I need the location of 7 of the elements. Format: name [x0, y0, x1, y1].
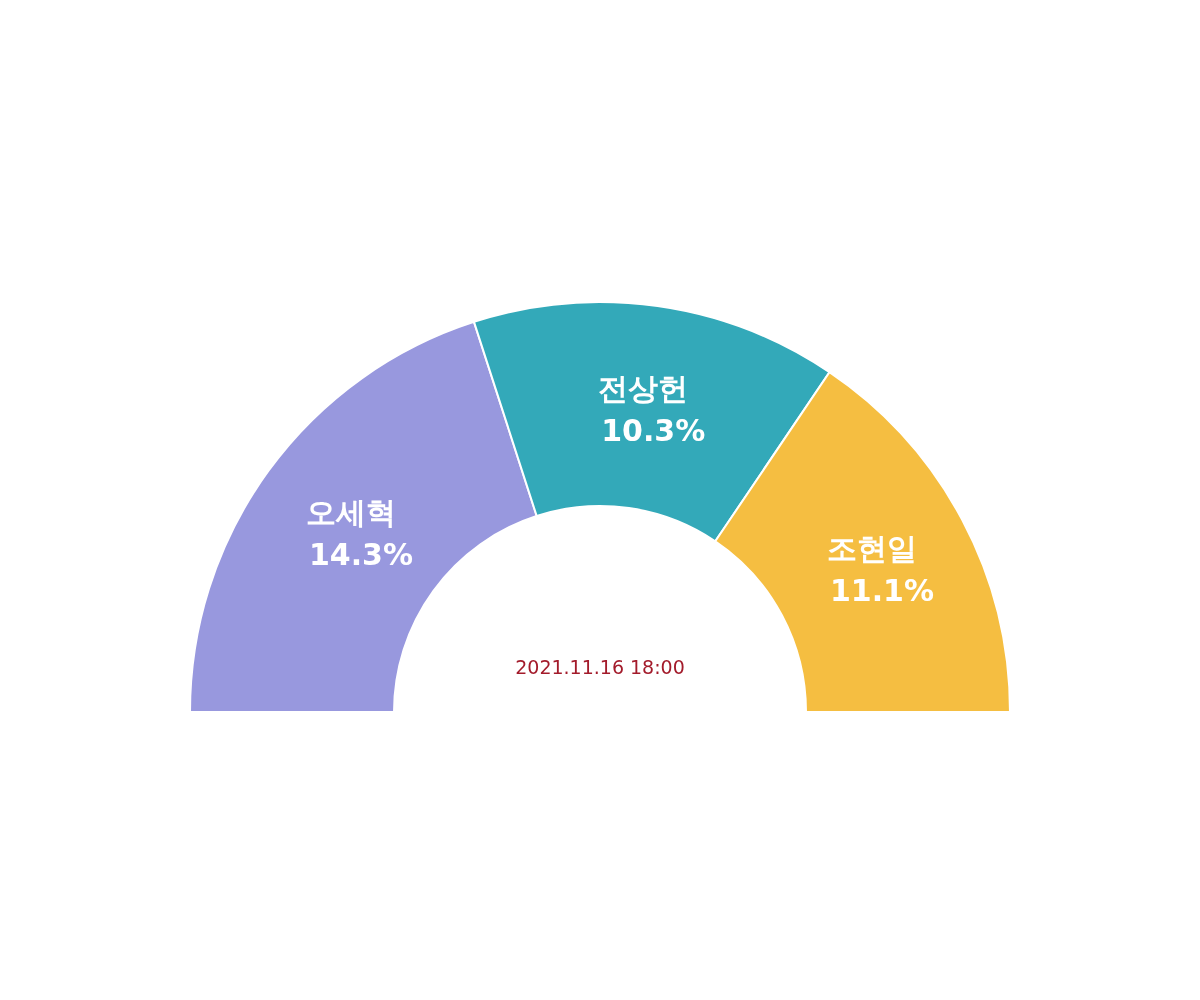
slice-label: 조현일: [826, 531, 917, 567]
data-label: 14.3%: [308, 536, 414, 572]
data-label: 10.3%: [601, 413, 706, 449]
slice-label: 오세혁: [305, 494, 396, 530]
data-label: 11.1%: [829, 573, 935, 609]
text: 2021.11.16 18:00: [515, 656, 685, 678]
slice-label: 전상헌: [598, 371, 689, 407]
